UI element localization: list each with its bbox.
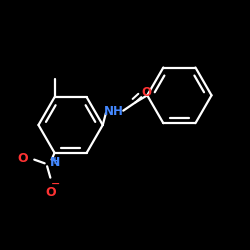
Text: N: N <box>50 156 60 169</box>
Text: O: O <box>45 186 56 199</box>
Text: +: + <box>51 156 59 166</box>
Text: O: O <box>18 152 28 165</box>
Text: NH: NH <box>104 105 124 118</box>
Text: O: O <box>142 86 152 99</box>
Text: −: − <box>51 179 60 189</box>
